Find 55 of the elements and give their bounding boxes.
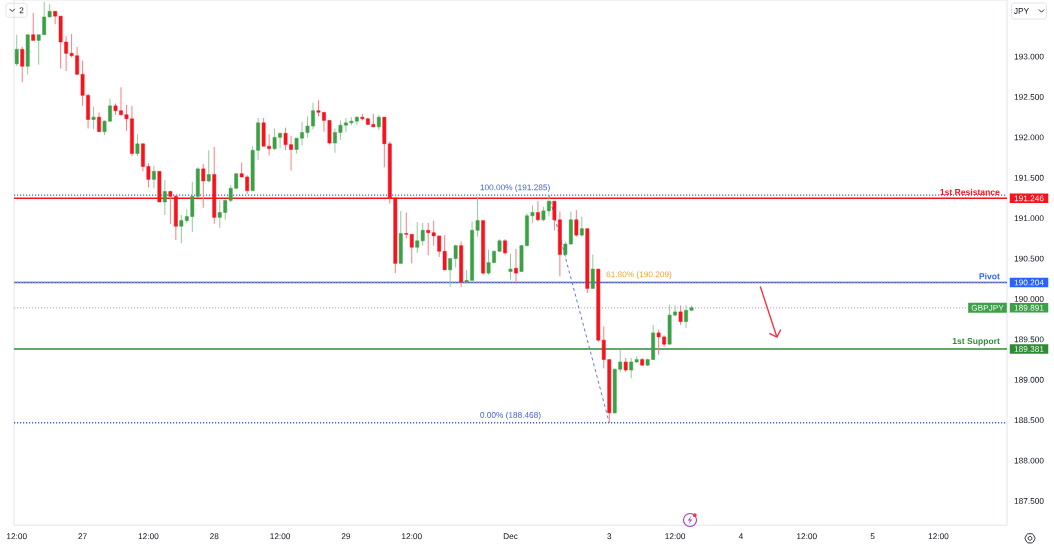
x-tick-label: 12:00 bbox=[797, 533, 817, 540]
candlestick bbox=[206, 149, 211, 184]
ref-line-label: 1st Support bbox=[952, 338, 1000, 346]
ref-line-label: 61.80% (190.209) bbox=[606, 271, 672, 279]
candlestick bbox=[97, 111, 101, 133]
x-tick-label: 28 bbox=[210, 533, 219, 540]
y-tick-label: 189.381 bbox=[1014, 346, 1044, 352]
x-tick-label: Dec bbox=[503, 533, 518, 540]
y-tick-label: 192.500 bbox=[1014, 94, 1044, 100]
x-tick-label: 27 bbox=[78, 533, 87, 540]
y-tick-label: 189.000 bbox=[1014, 376, 1044, 383]
x-tick-label: 3 bbox=[607, 533, 612, 540]
x-tick-label: 12:00 bbox=[928, 533, 949, 540]
x-tick-label: 5 bbox=[870, 533, 875, 540]
candlestick bbox=[91, 106, 96, 130]
candlestick bbox=[590, 254, 595, 289]
candlestick bbox=[14, 34, 19, 67]
candlestick bbox=[579, 216, 584, 238]
y-tick-label: 192.000 bbox=[1014, 134, 1044, 141]
x-tick-label: 12:00 bbox=[138, 533, 159, 540]
candlestick bbox=[31, 12, 36, 41]
candlestick bbox=[536, 200, 540, 222]
x-tick-label: 12:00 bbox=[7, 533, 27, 540]
candlestick bbox=[135, 133, 140, 157]
ref-line-label: 0.00% (188.468) bbox=[480, 411, 541, 420]
ref-line-label: GBPJPY bbox=[971, 304, 1004, 311]
y-tick-label: 189.891 bbox=[1014, 304, 1044, 311]
y-axis-title: JPY bbox=[1014, 8, 1029, 14]
candlestick bbox=[162, 179, 167, 216]
x-tick-label: 12:00 bbox=[665, 533, 686, 540]
y-tick-label: 188.500 bbox=[1014, 417, 1044, 424]
ref-line-label: 100.00% (191.285) bbox=[480, 184, 550, 192]
y-tick-label: 189.500 bbox=[1014, 336, 1044, 343]
y-tick-label: 191.500 bbox=[1014, 174, 1044, 181]
x-tick-label: 4 bbox=[738, 533, 743, 540]
y-tick-label: 191.000 bbox=[1014, 215, 1044, 222]
candlestick bbox=[20, 46, 25, 83]
x-tick-label: 12:00 bbox=[270, 533, 291, 540]
x-tick-label: 12:00 bbox=[402, 533, 422, 540]
annotation: 2 bbox=[19, 7, 24, 14]
y-tick-label: 193.000 bbox=[1014, 53, 1044, 60]
ref-line-label: 1st Resistance bbox=[940, 188, 1000, 196]
candlestick bbox=[152, 165, 156, 189]
y-tick-label: 190.500 bbox=[1014, 255, 1044, 262]
y-tick-label: 191.246 bbox=[1014, 195, 1044, 202]
y-tick-label: 187.500 bbox=[1014, 498, 1044, 504]
x-tick-label: 29 bbox=[341, 533, 351, 540]
ref-line-label: Pivot bbox=[979, 272, 1000, 280]
candlestick bbox=[508, 253, 513, 281]
candlestick bbox=[574, 209, 579, 238]
candlestick bbox=[678, 304, 683, 326]
y-tick-label: 190.000 bbox=[1014, 296, 1044, 302]
y-tick-label: 190.204 bbox=[1014, 279, 1044, 286]
candlestick bbox=[514, 248, 518, 285]
y-tick-label: 188.000 bbox=[1014, 457, 1044, 464]
